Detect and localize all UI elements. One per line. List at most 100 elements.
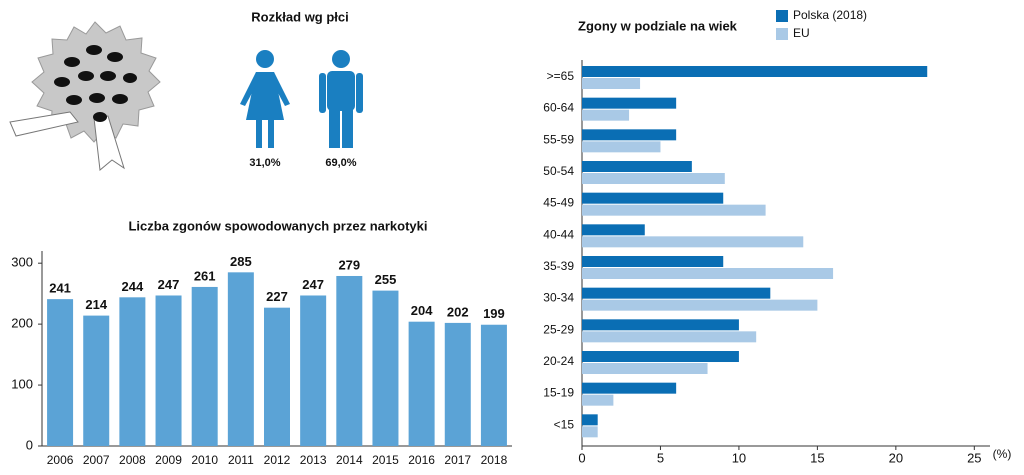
chart-title: Liczba zgonów spowodowanych przez narkot… bbox=[128, 218, 427, 233]
chart-title: Rozkład wg płci bbox=[251, 9, 349, 24]
value-label: 247 bbox=[302, 277, 324, 292]
bar bbox=[582, 268, 834, 279]
y-tick-label: <15 bbox=[554, 417, 575, 431]
bar bbox=[582, 236, 804, 248]
bar bbox=[264, 307, 290, 446]
legend-swatch bbox=[776, 10, 788, 22]
bar bbox=[582, 382, 677, 394]
bar bbox=[582, 78, 641, 89]
value-label: 202 bbox=[447, 304, 469, 319]
x-tick-label: 2011 bbox=[228, 453, 254, 467]
x-tick-label: 2015 bbox=[372, 453, 399, 467]
bar bbox=[155, 295, 182, 446]
bar bbox=[582, 66, 928, 77]
y-tick-label: 60-64 bbox=[543, 101, 574, 115]
y-tick-label: 35-39 bbox=[543, 259, 574, 273]
x-tick-label: 2013 bbox=[300, 453, 327, 467]
illustration-ribbon bbox=[9, 111, 125, 171]
bar bbox=[83, 315, 110, 446]
y-tick-label: 15-19 bbox=[543, 386, 574, 400]
x-tick-label: 25 bbox=[967, 450, 981, 465]
icon-arm bbox=[356, 73, 363, 113]
icon-body bbox=[246, 72, 284, 120]
bar bbox=[119, 297, 146, 446]
chart-title: Zgony w podziale na wiek bbox=[578, 18, 738, 33]
pill bbox=[89, 93, 105, 103]
female-icon bbox=[240, 50, 290, 148]
pill bbox=[93, 112, 107, 122]
bar bbox=[372, 290, 399, 446]
bar bbox=[582, 351, 739, 362]
value-label: 214 bbox=[85, 297, 107, 312]
pill bbox=[64, 57, 80, 67]
pill bbox=[86, 45, 102, 55]
x-tick-label: 2006 bbox=[47, 453, 74, 467]
bar bbox=[582, 204, 766, 216]
icon-leg bbox=[268, 118, 274, 148]
value-label: 204 bbox=[411, 303, 433, 318]
pill bbox=[100, 71, 116, 81]
y-tick-label: 100 bbox=[11, 377, 33, 392]
legend-swatch bbox=[776, 28, 788, 40]
y-tick-label: 20-24 bbox=[543, 354, 574, 368]
pill bbox=[107, 52, 123, 62]
x-tick-label: 2016 bbox=[408, 453, 435, 467]
illustration-pills bbox=[54, 45, 137, 122]
pill-illustration bbox=[9, 21, 161, 171]
x-tick-label: 20 bbox=[889, 450, 903, 465]
bar bbox=[582, 109, 630, 121]
legend-label: Polska (2018) bbox=[793, 8, 867, 22]
pill bbox=[112, 94, 128, 104]
bar bbox=[582, 331, 757, 343]
icon-leg bbox=[342, 108, 353, 148]
bar bbox=[582, 394, 614, 406]
value-label: 69,0% bbox=[325, 157, 356, 169]
x-tick-label: 10 bbox=[732, 450, 746, 465]
bar bbox=[582, 173, 725, 184]
x-tick-label: 2010 bbox=[191, 453, 218, 467]
bar bbox=[582, 129, 677, 141]
x-tick-label: 2017 bbox=[444, 453, 471, 467]
bar bbox=[582, 97, 677, 109]
icon-leg bbox=[329, 108, 340, 148]
icon-head bbox=[256, 50, 274, 68]
pill bbox=[78, 71, 94, 81]
pill bbox=[54, 77, 70, 87]
icon-head bbox=[332, 50, 350, 68]
icon-arm bbox=[319, 73, 326, 113]
bar bbox=[582, 299, 818, 311]
value-label: 285 bbox=[230, 254, 252, 269]
y-tick-label: 45-49 bbox=[543, 196, 574, 210]
bar bbox=[582, 363, 708, 374]
x-tick-label: 5 bbox=[657, 450, 664, 465]
y-tick-label: 25-29 bbox=[543, 322, 574, 336]
bar bbox=[336, 275, 363, 446]
y-tick-label: 300 bbox=[11, 255, 33, 270]
pill bbox=[123, 73, 137, 83]
y-tick-label: 30-34 bbox=[543, 291, 574, 305]
bar bbox=[582, 224, 645, 236]
bar bbox=[582, 192, 724, 204]
bar bbox=[408, 321, 435, 446]
bar bbox=[480, 324, 507, 446]
x-tick-label: 2018 bbox=[481, 453, 508, 467]
x-tick-label: 2008 bbox=[119, 453, 146, 467]
y-tick-label: >=65 bbox=[547, 69, 575, 83]
bar bbox=[582, 287, 771, 299]
x-tick-label: 0 bbox=[578, 450, 585, 465]
bar bbox=[582, 319, 739, 331]
bar bbox=[582, 414, 598, 426]
y-tick-label: 200 bbox=[11, 316, 33, 331]
value-label: 199 bbox=[483, 306, 505, 321]
x-axis-label: (%) bbox=[993, 447, 1012, 461]
bar bbox=[582, 426, 598, 438]
y-tick-label: 55-59 bbox=[543, 132, 574, 146]
value-label: 255 bbox=[375, 272, 397, 287]
bar bbox=[582, 256, 724, 267]
bar bbox=[47, 299, 74, 446]
bar bbox=[582, 161, 692, 172]
illustration-badge bbox=[31, 21, 161, 143]
x-tick-label: 2012 bbox=[264, 453, 291, 467]
icon-arm bbox=[240, 72, 260, 106]
